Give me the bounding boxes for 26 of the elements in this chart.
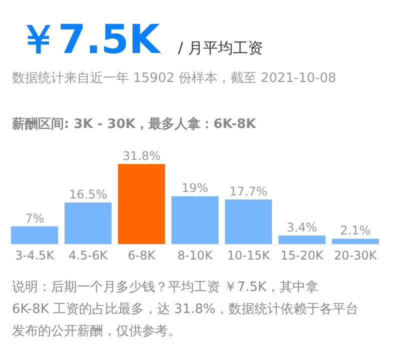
x-tick-label: 4.5-6K: [68, 248, 109, 262]
bar: [332, 238, 379, 244]
data-label: 2.1%: [340, 224, 371, 238]
x-tick-label: 10-15K: [227, 248, 271, 262]
text: 说明：后期一个月多少钱？平均工资 ￥7.5K，其中拿 6K-8K 工资的占比最多，达 31.8%，数据统计依赖于各平台发布的公开薪酬，仅供参考。: [12, 280, 358, 339]
bar: [224, 199, 272, 244]
data-label: 31.8%: [122, 149, 161, 163]
data-label: 17.7%: [229, 184, 268, 198]
data-label: 16.5%: [69, 187, 108, 202]
bar: [171, 196, 219, 244]
x-tick-label: 20-30K: [334, 248, 378, 262]
x-tick-label: 8-10K: [177, 248, 214, 262]
data-label: 19%: [182, 181, 208, 196]
bar: [278, 235, 326, 244]
data-label: 7%: [25, 211, 44, 226]
x-tick-label: 3-4.5K: [15, 248, 56, 262]
text: 数据统计来自近一年 15902 份样本，截至 2021-10-08: [12, 71, 336, 86]
data-label: 3.4%: [286, 220, 318, 234]
bar: [118, 164, 166, 244]
x-tick-label: 6-8K: [128, 248, 156, 262]
text: 薪酬区间: 3K - 30K，最多人拿：6K-8K: [11, 116, 257, 132]
chart-title: ￥7.5K: [18, 17, 162, 63]
bar: [64, 202, 112, 244]
chart-subtitle: / 月平均工资: [178, 39, 263, 57]
x-tick-label: 15-20K: [280, 248, 324, 262]
bar: [11, 226, 58, 244]
